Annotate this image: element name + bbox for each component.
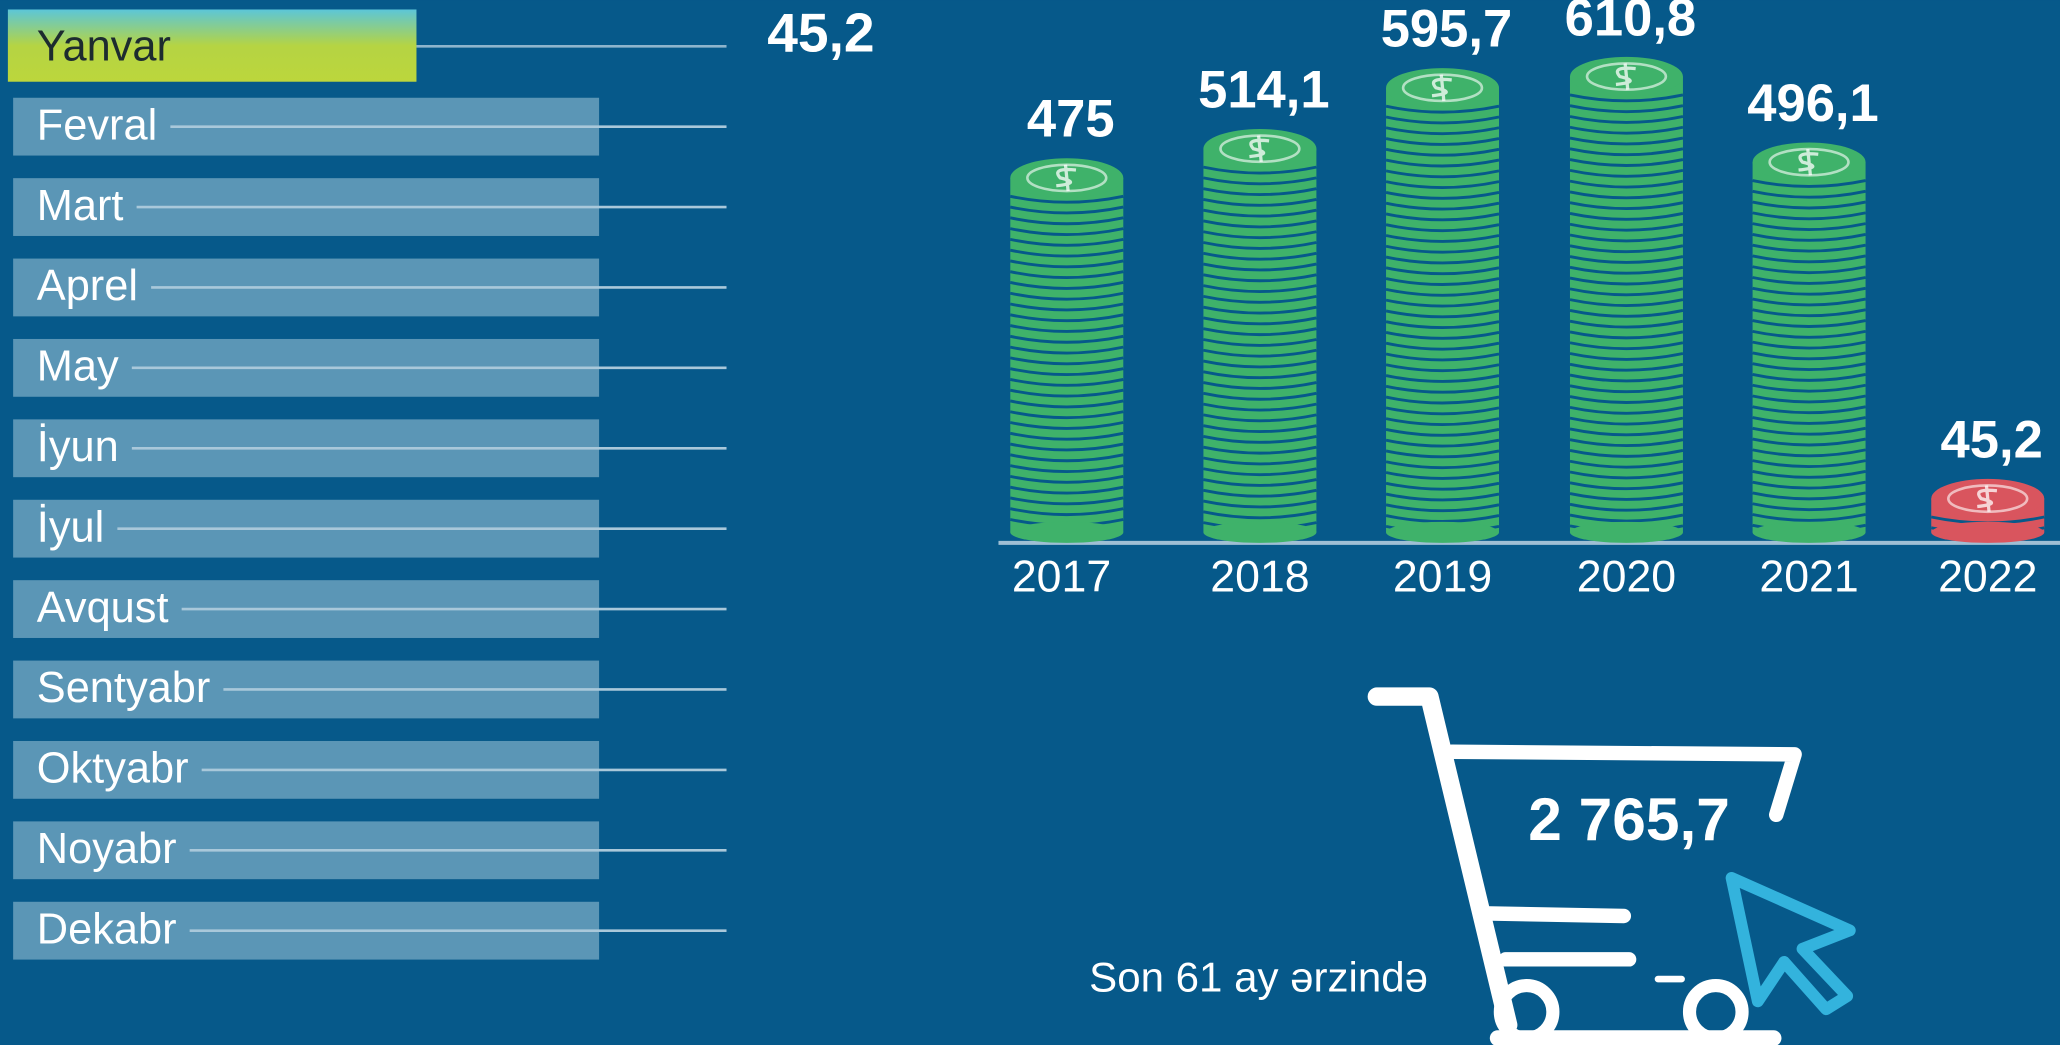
coin-bottom [1386,522,1499,543]
coin-bottom [1203,522,1316,543]
infographic: 2 765,7 Son 61 ay ərzində Yanvar 45,2 Fevr… [0,0,2060,1045]
month-label: Noyabr [37,825,177,873]
coin-bottom [1753,522,1866,543]
value-label: 514,1 [1198,60,1330,119]
month-label: İyun [37,423,119,471]
month-label: Dekabr [37,905,177,953]
month-label: Avqust [37,584,169,632]
x-tick-label: 2021 [1759,552,1858,601]
value-label: 610,8 [1565,0,1697,47]
cart-total: 2 765,7 [1528,785,1730,853]
month-label: Aprel [37,262,138,310]
coin-stack [1010,158,1123,543]
coin-stack [1203,129,1316,543]
month-label: May [37,343,119,391]
coin-bottom [1570,522,1683,543]
value-label: 475 [1027,90,1115,149]
x-tick-label: 2020 [1577,552,1676,601]
month-value: 45,2 [767,2,874,64]
month-label: Fevral [37,101,157,149]
month-label: İyul [37,503,104,551]
x-tick-label: 2017 [1012,552,1111,601]
value-label: 496,1 [1747,74,1879,133]
x-tick-label: 2018 [1210,552,1309,601]
value-label: 45,2 [1941,410,2043,469]
x-tick-label: 2022 [1938,552,2037,601]
coin-stack [1570,57,1683,543]
month-label: Oktyabr [37,745,189,793]
month-label: Sentyabr [37,664,210,712]
coin-bottom [1931,522,2044,543]
coin-stack [1386,68,1499,543]
coin-stack [1931,479,2044,543]
x-tick-label: 2019 [1393,552,1492,601]
coin-stack [1753,142,1866,542]
coin-bottom [1010,522,1123,543]
cart-caption: Son 61 ay ərzində [1089,953,1428,1000]
month-label: Yanvar [37,22,171,70]
month-label: Mart [37,182,124,230]
value-label: 595,7 [1381,0,1513,59]
